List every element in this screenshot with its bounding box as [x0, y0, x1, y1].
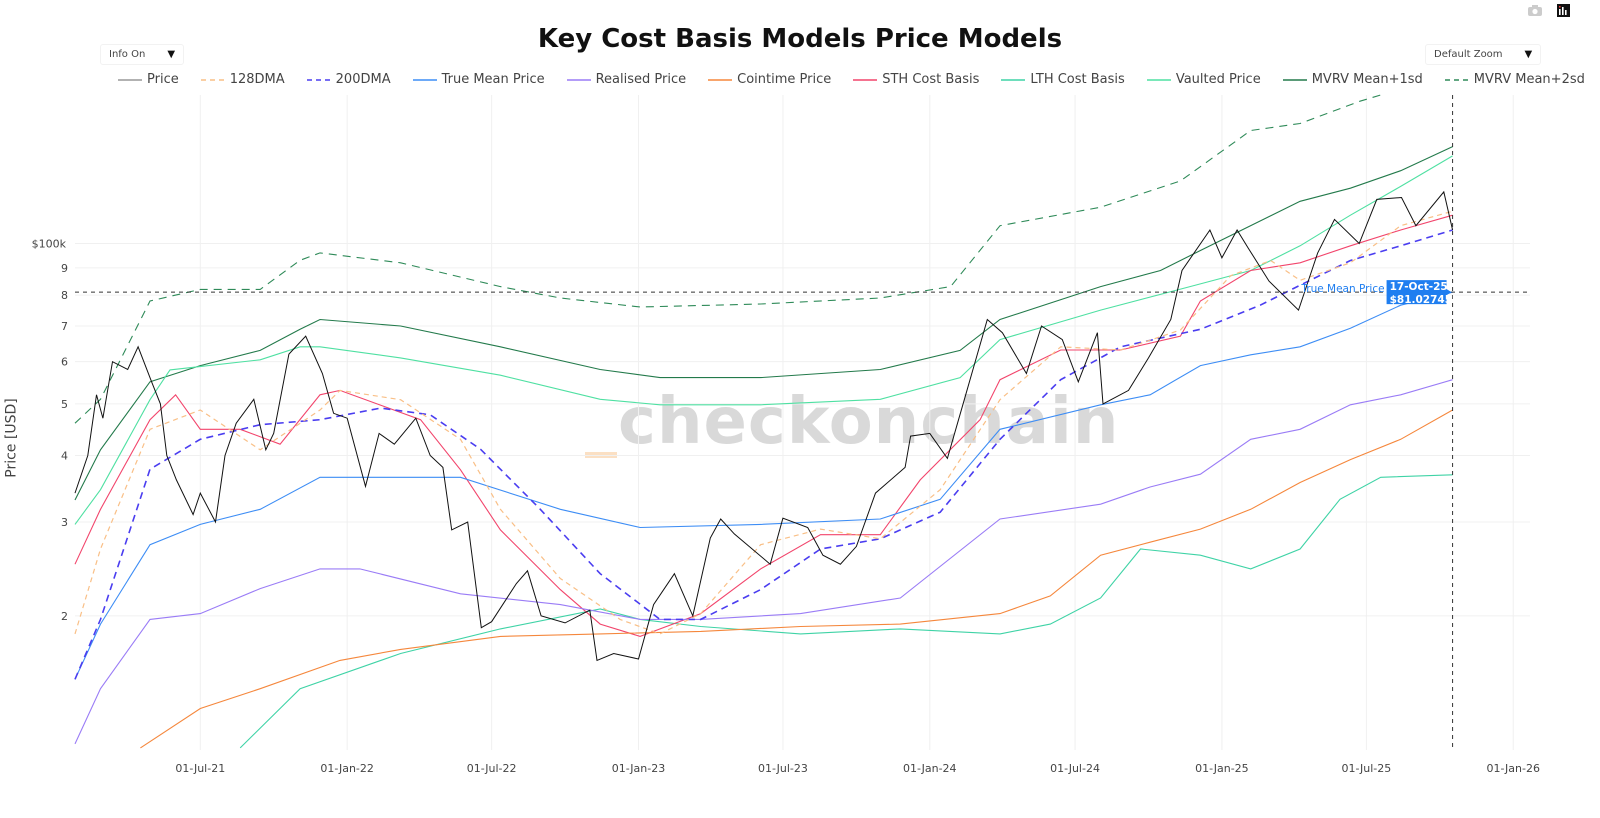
- series-line-sth-cost-basis: [74, 214, 1453, 637]
- legend-swatch: [1444, 78, 1469, 81]
- legend-swatch: [1282, 78, 1307, 81]
- zoom-dropdown[interactable]: Default Zoom ▼: [1425, 44, 1542, 65]
- legend-label: MVRV Mean+1sd: [1311, 72, 1423, 87]
- y-tick-label: $100k: [32, 237, 67, 250]
- legend-label: STH Cost Basis: [882, 72, 980, 87]
- y-tick-label: 5: [61, 398, 68, 411]
- x-tick-label: 01-Jul-21: [175, 762, 225, 775]
- legend-item[interactable]: 200DMA: [306, 72, 391, 87]
- series-line-mvrv-mean-2sd: [74, 94, 1381, 424]
- y-tick-label: 2: [61, 610, 68, 623]
- legend-item[interactable]: Cointime Price: [708, 72, 831, 87]
- x-tick-label: 01-Jan-24: [903, 762, 957, 775]
- legend: Price 128DMA 200DMA True Mean Price Realised…: [118, 72, 1585, 87]
- info-dropdown-label: Info On: [109, 49, 146, 60]
- watermark: _checkonchain: [585, 385, 1120, 459]
- y-tick-label: 4: [61, 449, 68, 462]
- series-line-200dma: [74, 229, 1453, 680]
- legend-swatch: [708, 78, 733, 81]
- series-line-price: [74, 190, 1454, 662]
- x-tick-label: 01-Jul-23: [758, 762, 808, 775]
- series-line-vaulted-price: [74, 155, 1453, 525]
- legend-item[interactable]: 128DMA: [200, 72, 285, 87]
- tooltip-value: $81.02745k: [1390, 294, 1460, 306]
- legend-item[interactable]: MVRV Mean+1sd: [1282, 72, 1423, 87]
- legend-swatch: [118, 78, 142, 81]
- series-line-128dma: [74, 210, 1453, 635]
- zoom-dropdown-label: Default Zoom: [1434, 49, 1503, 60]
- x-tick-label: 01-Jan-26: [1486, 762, 1540, 775]
- caret-down-icon: ▼: [167, 49, 176, 60]
- y-tick-label: 7: [61, 320, 68, 333]
- series-line-true-mean-price: [74, 291, 1453, 680]
- x-tick-label: 01-Jul-25: [1341, 762, 1391, 775]
- x-tick-label: 01-Jul-22: [467, 762, 517, 775]
- series-line-cointime-price: [140, 409, 1453, 749]
- legend-label: 200DMA: [335, 72, 391, 87]
- y-tick-label: 9: [61, 262, 68, 275]
- x-tick-label: 01-Jan-23: [612, 762, 666, 775]
- legend-label: LTH Cost Basis: [1030, 72, 1125, 87]
- legend-label: Price: [147, 72, 179, 87]
- legend-label: Vaulted Price: [1175, 72, 1261, 87]
- legend-swatch: [566, 78, 591, 81]
- caret-down-icon: ▼: [1524, 49, 1533, 60]
- tooltip-series-label: True Mean Price: [1300, 283, 1384, 295]
- legend-label: True Mean Price: [441, 72, 545, 87]
- legend-item[interactable]: True Mean Price: [412, 72, 545, 87]
- legend-item[interactable]: LTH Cost Basis: [1001, 72, 1125, 87]
- x-tick-label: 01-Jan-22: [320, 762, 374, 775]
- x-tick-label: 01-Jan-25: [1195, 762, 1249, 775]
- x-tick-label: 01-Jul-24: [1050, 762, 1100, 775]
- legend-swatch: [306, 78, 331, 81]
- legend-item[interactable]: Vaulted Price: [1146, 72, 1261, 87]
- legend-label: 128DMA: [229, 72, 285, 87]
- chart-title: Key Cost Basis Models Price Models: [537, 24, 1063, 54]
- legend-item[interactable]: Realised Price: [566, 72, 687, 87]
- legend-item[interactable]: STH Cost Basis: [853, 72, 979, 87]
- tooltip-date: 17-Oct-25: [1390, 281, 1448, 293]
- legend-item[interactable]: Price: [118, 72, 179, 87]
- legend-swatch: [1146, 78, 1171, 81]
- camera-icon[interactable]: [1527, 4, 1543, 17]
- legend-label: MVRV Mean+2sd: [1473, 72, 1585, 87]
- info-dropdown[interactable]: Info On ▼: [100, 44, 185, 65]
- y-tick-label: 3: [61, 516, 68, 529]
- series-line-realised-price: [74, 379, 1453, 745]
- legend-item[interactable]: MVRV Mean+2sd: [1444, 72, 1585, 87]
- legend-swatch: [853, 78, 878, 81]
- y-tick-label: 6: [61, 356, 68, 369]
- legend-label: Realised Price: [595, 72, 687, 87]
- tooltip-box: [1386, 280, 1452, 305]
- legend-swatch: [412, 78, 437, 81]
- legend-swatch: [200, 78, 225, 81]
- legend-swatch: [1001, 78, 1026, 81]
- bar-chart-logo-icon[interactable]: [1557, 4, 1570, 17]
- series-line-mvrv-mean-1sd: [74, 146, 1453, 501]
- y-tick-label: 8: [61, 289, 68, 302]
- series-line-lth-cost-basis: [239, 474, 1453, 749]
- legend-label: Cointime Price: [737, 72, 832, 87]
